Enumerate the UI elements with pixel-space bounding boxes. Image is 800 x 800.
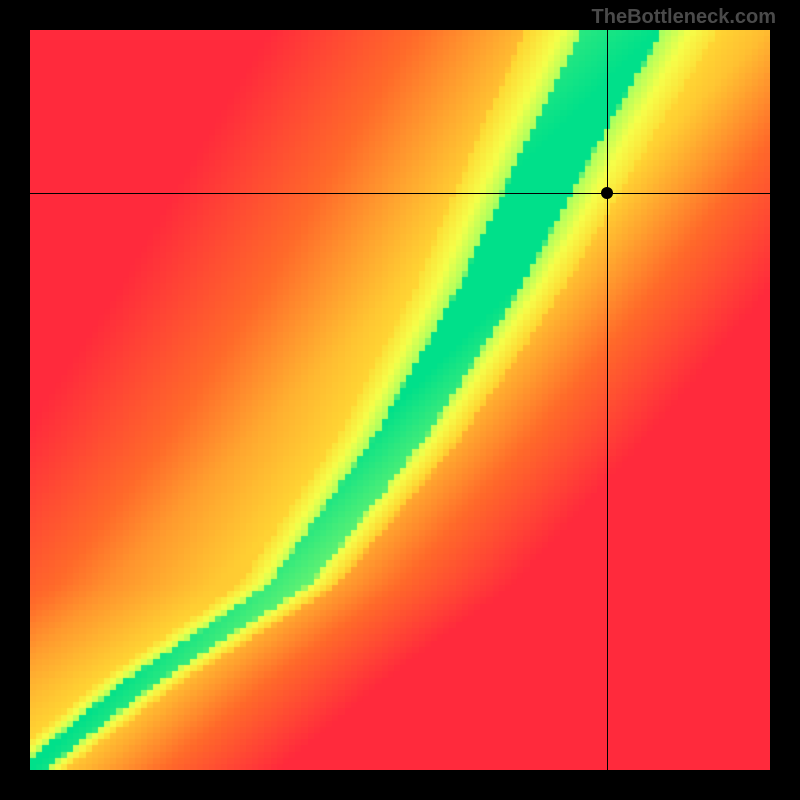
heatmap-chart: [30, 30, 770, 770]
data-point-marker: [601, 187, 613, 199]
watermark-text: TheBottleneck.com: [592, 6, 776, 29]
crosshair-vertical: [607, 30, 608, 770]
crosshair-horizontal: [30, 193, 770, 194]
heatmap-canvas: [30, 30, 770, 770]
